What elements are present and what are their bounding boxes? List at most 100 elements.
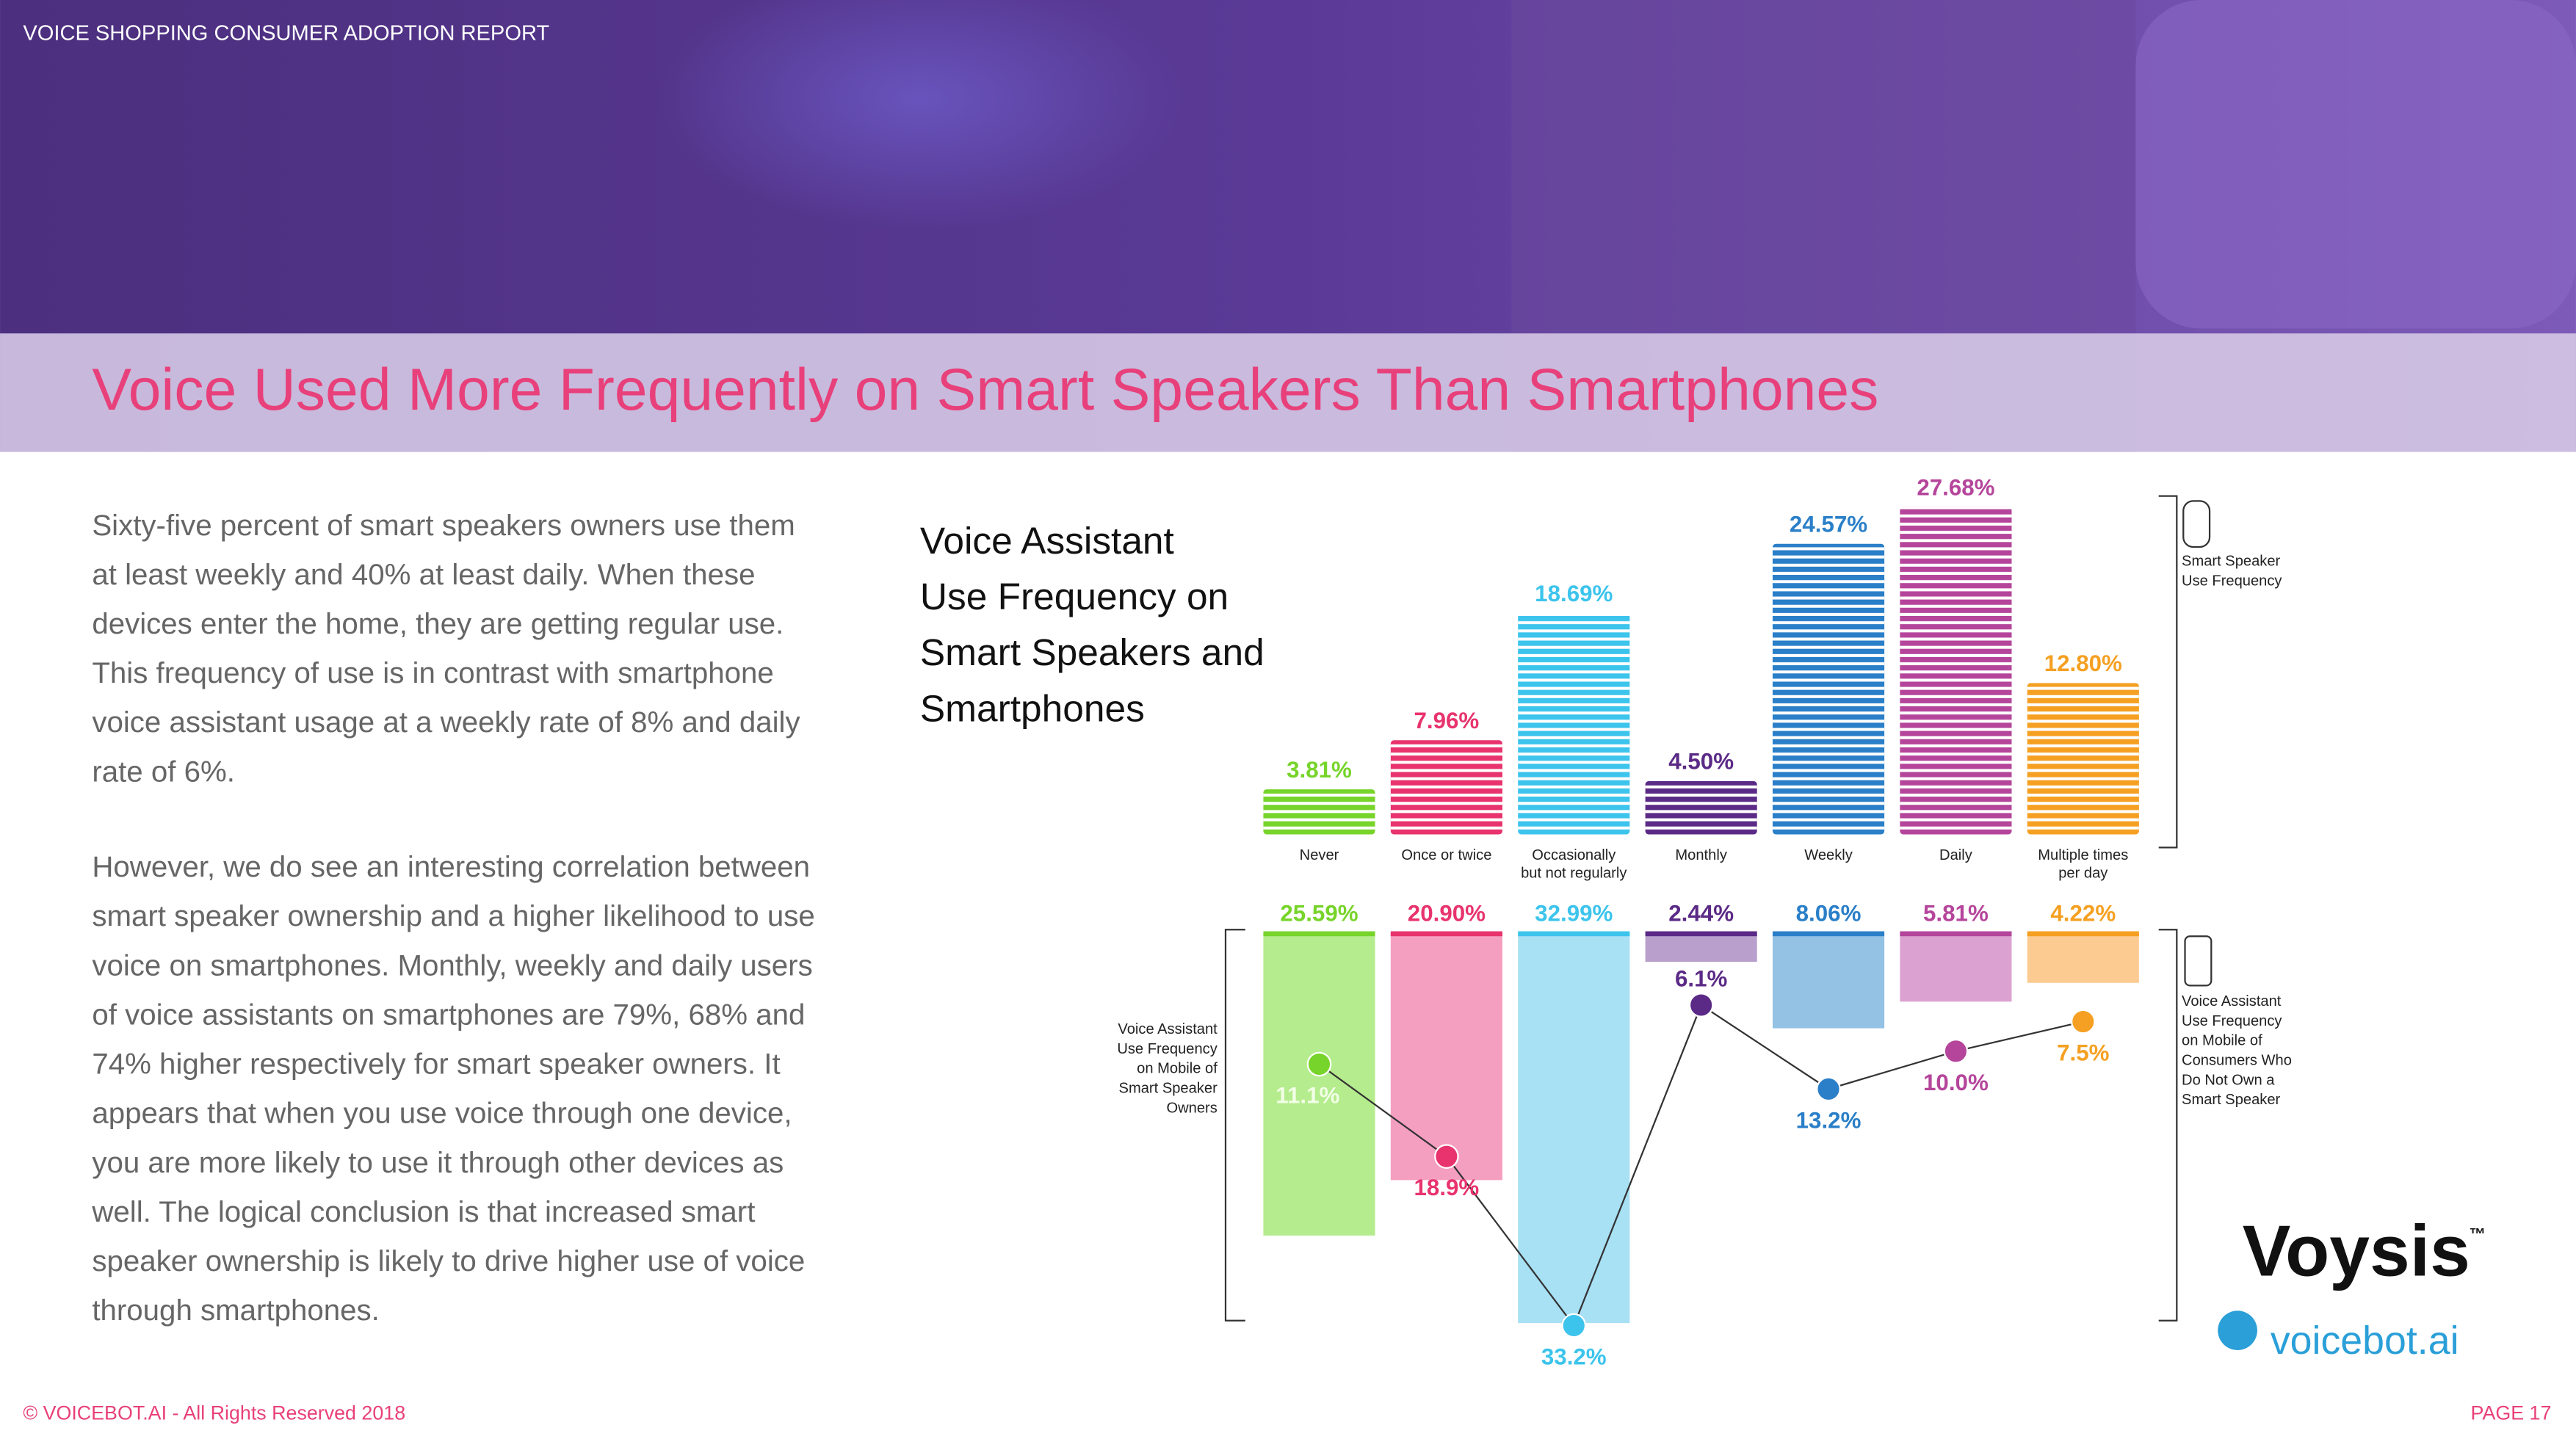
- legend-label: Smart Speaker: [2182, 1092, 2281, 1108]
- bracket: [1224, 929, 1245, 1322]
- phone-icon: [2184, 935, 2213, 987]
- x-tick-label: Weekly: [1804, 847, 1853, 863]
- value-label: 3.81%: [1287, 757, 1352, 783]
- chart-title: Use Frequency on: [920, 575, 1229, 617]
- voysis-logo: Voysis: [2243, 1210, 2470, 1291]
- body-text: smart speaker ownership and a higher lik…: [92, 899, 814, 932]
- bar-top-line: [1645, 931, 1757, 937]
- copyright: © VOICEBOT.AI - All Rights Reserved 2018: [23, 1402, 405, 1424]
- bar-top-line: [1772, 931, 1885, 937]
- line-point: [2071, 1009, 2096, 1034]
- bar-stripes: [1900, 507, 2012, 835]
- bracket: [2158, 929, 2178, 1322]
- value-label: 2.44%: [1668, 900, 1734, 926]
- header-speaker: [2135, 0, 2576, 329]
- x-tick-label: Occasionally: [1532, 847, 1616, 863]
- value-label: 6.1%: [1675, 966, 1728, 992]
- value-label: 7.5%: [2057, 1040, 2110, 1066]
- value-label: 4.22%: [2050, 900, 2116, 926]
- bar: [1518, 932, 1630, 1324]
- value-label: 25.59%: [1280, 900, 1358, 926]
- line-point: [1816, 1076, 1841, 1102]
- value-label: 4.50%: [1668, 749, 1734, 775]
- legend-label: Smart Speaker: [2182, 553, 2281, 569]
- value-label: 32.99%: [1535, 900, 1613, 926]
- bar-top-line: [2027, 931, 2139, 937]
- trademark: ™: [2470, 1225, 2486, 1243]
- body-text: Sixty-five percent of smart speakers own…: [92, 509, 795, 542]
- body-text: devices enter the home, they are getting…: [92, 607, 784, 640]
- title-band: [0, 333, 2576, 452]
- chart-title: Smart Speakers and: [920, 631, 1265, 673]
- body-text: of voice assistants on smartphones are 7…: [92, 998, 805, 1031]
- bar: [1772, 932, 1885, 1029]
- x-tick-label: per day: [2058, 866, 2108, 882]
- body-text: speaker ownership is likely to drive hig…: [92, 1244, 805, 1277]
- bar: [1390, 932, 1502, 1181]
- value-label: 7.96%: [1414, 708, 1479, 733]
- bar-top-line: [1263, 931, 1375, 937]
- line-point: [1688, 993, 1714, 1018]
- value-label: 18.69%: [1535, 581, 1613, 606]
- bar: [2027, 932, 2139, 983]
- body-text: rate of 6%.: [92, 755, 235, 788]
- chart-title: Smartphones: [920, 686, 1145, 729]
- x-tick-label: Once or twice: [1401, 847, 1491, 863]
- value-label: 10.0%: [1923, 1070, 1989, 1095]
- bar-stripes: [1263, 789, 1375, 835]
- line-point: [1561, 1313, 1587, 1338]
- body-text: 74% higher respectively for smart speake…: [92, 1048, 780, 1081]
- bar-stripes: [1518, 613, 1630, 835]
- value-label: 27.68%: [1917, 474, 1994, 500]
- legend-label: Consumers Who: [2182, 1053, 2292, 1069]
- value-label: 12.80%: [2044, 650, 2122, 676]
- value-label: 8.06%: [1796, 900, 1862, 926]
- legend-label: Do Not Own a: [2182, 1072, 2275, 1088]
- value-label: 13.2%: [1796, 1107, 1862, 1133]
- page-title: Voice Used More Frequently on Smart Spea…: [92, 357, 1878, 423]
- bar-top-line: [1390, 931, 1502, 937]
- value-label: 20.90%: [1408, 900, 1486, 926]
- body-text: well. The logical conclusion is that inc…: [91, 1195, 755, 1228]
- body-text: However, we do see an interesting correl…: [92, 850, 810, 883]
- voicebot-icon: [2218, 1311, 2257, 1350]
- voicebot-logo: voicebot.ai: [2271, 1319, 2459, 1363]
- value-label: 33.2%: [1541, 1344, 1607, 1370]
- legend-label: on Mobile of: [2182, 1033, 2262, 1049]
- line-point: [1943, 1039, 1969, 1064]
- x-tick-label: Never: [1300, 847, 1339, 863]
- x-tick-label: Daily: [1939, 847, 1973, 863]
- value-label: 24.57%: [1790, 511, 1867, 537]
- line-point: [1434, 1144, 1459, 1169]
- legend-label: Use Frequency: [1117, 1041, 1218, 1057]
- bar: [1900, 932, 2012, 1002]
- body-text: you are more likely to use it through ot…: [92, 1146, 784, 1179]
- legend-label: Voice Assistant: [1118, 1021, 1218, 1037]
- bar-stripes: [2027, 683, 2139, 835]
- value-label: 11.1%: [1276, 1083, 1339, 1109]
- bar-stripes: [1390, 740, 1502, 835]
- body-text: voice on smartphones. Monthly, weekly an…: [92, 949, 812, 982]
- page-number: PAGE 17: [2471, 1402, 2552, 1424]
- legend-label: on Mobile of: [1137, 1061, 1218, 1077]
- bar: [1263, 932, 1375, 1236]
- bar: [1645, 932, 1757, 963]
- value-label: 5.81%: [1923, 900, 1989, 926]
- legend-label: Voice Assistant: [2182, 993, 2282, 1009]
- chart-title: Voice Assistant: [920, 519, 1174, 562]
- value-label: 18.9%: [1414, 1175, 1479, 1200]
- bar-stripes: [1645, 781, 1757, 835]
- x-tick-label: Monthly: [1675, 847, 1727, 863]
- legend-label: Owners: [1166, 1100, 1217, 1116]
- legend-label: Smart Speaker: [1119, 1081, 1218, 1097]
- body-text: appears that when you use voice through …: [92, 1097, 792, 1130]
- header-glow: [657, 0, 1183, 231]
- x-tick-label: but not regularly: [1521, 866, 1627, 882]
- body-text: voice assistant usage at a weekly rate o…: [92, 706, 800, 739]
- body-text: through smartphones.: [92, 1294, 380, 1327]
- speaker-icon: [2182, 500, 2211, 548]
- bar-stripes: [1772, 543, 1885, 835]
- bar-top-line: [1518, 931, 1630, 937]
